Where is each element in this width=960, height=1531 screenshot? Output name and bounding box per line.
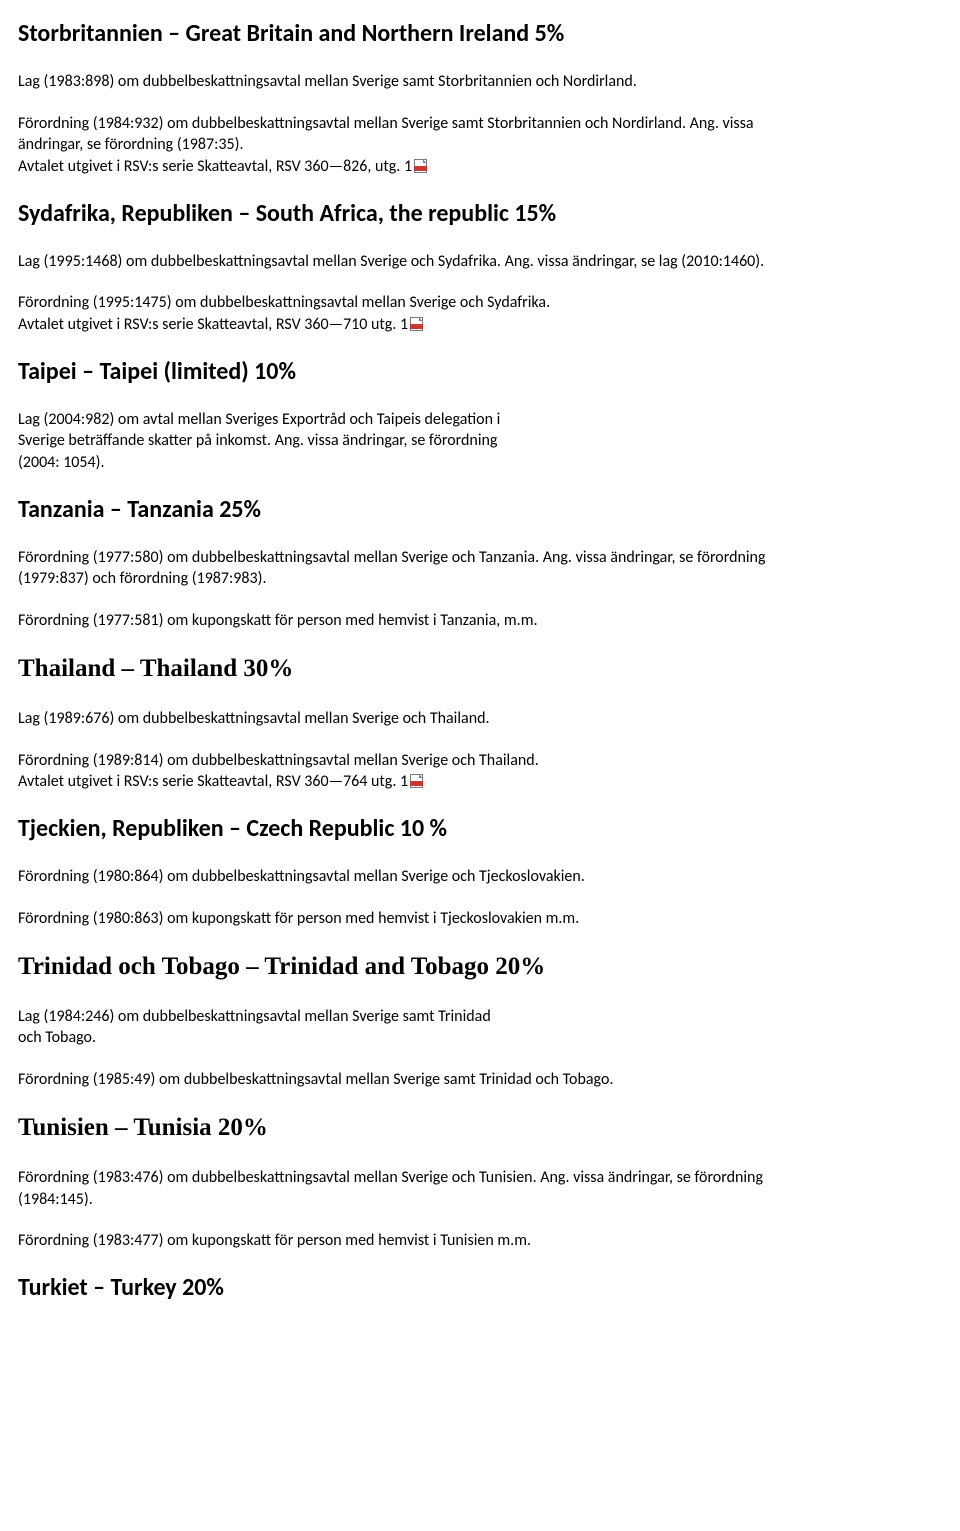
- section-heading-text: Storbritannien – Great Britain and North…: [18, 19, 564, 48]
- paragraph-line: Lag (1983:898) om dubbelbeskattningsavta…: [18, 72, 637, 91]
- paragraph: Förordning (1985:49) om dubbelbeskattnin…: [18, 1069, 960, 1091]
- paragraph: Lag (1989:676) om dubbelbeskattningsavta…: [18, 708, 960, 730]
- pdf-icon: [410, 317, 423, 331]
- section-heading-text: Sydafrika, Republiken – South Africa, th…: [18, 199, 556, 228]
- paragraph: Förordning (1983:476) om dubbelbeskattni…: [18, 1167, 960, 1210]
- section-heading-text: Thailand – Thailand 30%: [18, 655, 293, 682]
- section-heading-text: Tanzania – Tanzania 25%: [18, 495, 261, 524]
- section-heading: Trinidad och Tobago – Trinidad and Tobag…: [18, 951, 960, 984]
- section-heading: Taipei – Taipei (limited) 10%: [18, 356, 960, 387]
- paragraph-line: Förordning (1983:477) om kupongskatt för…: [18, 1231, 531, 1250]
- paragraph-line: och Tobago.: [18, 1028, 96, 1047]
- paragraph: Lag (1983:898) om dubbelbeskattningsavta…: [18, 71, 960, 93]
- section-heading-text: Tunisien – Tunisia 20%: [18, 1114, 268, 1141]
- paragraph: Förordning (1980:864) om dubbelbeskattni…: [18, 866, 960, 888]
- paragraph-line: Förordning (1989:814) om dubbelbeskattni…: [18, 751, 539, 770]
- section-heading: Tjeckien, Republiken – Czech Republic 10…: [18, 813, 960, 844]
- paragraph: Förordning (1984:932) om dubbelbeskattni…: [18, 113, 960, 178]
- paragraph: Förordning (1983:477) om kupongskatt för…: [18, 1230, 960, 1252]
- section-heading: Storbritannien – Great Britain and North…: [18, 18, 960, 49]
- paragraph: Förordning (1980:863) om kupongskatt för…: [18, 908, 960, 930]
- paragraph: Förordning (1977:581) om kupongskatt för…: [18, 610, 960, 632]
- paragraph: Lag (1995:1468) om dubbelbeskattningsavt…: [18, 251, 960, 273]
- paragraph-line: (1984:145).: [18, 1190, 93, 1209]
- paragraph-line: Avtalet utgivet i RSV:s serie Skatteavta…: [18, 315, 408, 334]
- paragraph: Förordning (1977:580) om dubbelbeskattni…: [18, 547, 960, 590]
- paragraph-line: Sverige beträffande skatter på inkomst. …: [18, 431, 497, 450]
- paragraph-line: Lag (1989:676) om dubbelbeskattningsavta…: [18, 709, 490, 728]
- paragraph-line: Avtalet utgivet i RSV:s serie Skatteavta…: [18, 772, 408, 791]
- paragraph-line: Lag (1984:246) om dubbelbeskattningsavta…: [18, 1007, 491, 1026]
- section-heading: Sydafrika, Republiken – South Africa, th…: [18, 198, 960, 229]
- section-heading-text: Trinidad och Tobago – Trinidad and Tobag…: [18, 953, 545, 980]
- section-heading: Thailand – Thailand 30%: [18, 653, 960, 686]
- paragraph: Lag (2004:982) om avtal mellan Sveriges …: [18, 409, 960, 474]
- pdf-icon: [410, 774, 423, 788]
- paragraph: Förordning (1995:1475) om dubbelbeskattn…: [18, 292, 960, 335]
- paragraph-line: Förordning (1985:49) om dubbelbeskattnin…: [18, 1070, 613, 1089]
- paragraph-line: Förordning (1977:580) om dubbelbeskattni…: [18, 548, 765, 567]
- section-heading-text: Turkiet – Turkey 20%: [18, 1273, 224, 1302]
- paragraph-line: Förordning (1977:581) om kupongskatt för…: [18, 611, 538, 630]
- section-heading: Turkiet – Turkey 20%: [18, 1272, 960, 1303]
- paragraph-line: Förordning (1984:932) om dubbelbeskattni…: [18, 114, 754, 133]
- paragraph-line: Avtalet utgivet i RSV:s serie Skatteavta…: [18, 157, 412, 176]
- section-heading: Tanzania – Tanzania 25%: [18, 494, 960, 525]
- paragraph-line: Lag (1995:1468) om dubbelbeskattningsavt…: [18, 252, 764, 271]
- paragraph-line: Lag (2004:982) om avtal mellan Sveriges …: [18, 410, 500, 429]
- paragraph-line: Förordning (1980:863) om kupongskatt för…: [18, 909, 579, 928]
- paragraph: Lag (1984:246) om dubbelbeskattningsavta…: [18, 1006, 960, 1049]
- section-heading-text: Tjeckien, Republiken – Czech Republic 10…: [18, 814, 447, 843]
- paragraph: Förordning (1989:814) om dubbelbeskattni…: [18, 750, 960, 793]
- section-heading: Tunisien – Tunisia 20%: [18, 1112, 960, 1145]
- paragraph-line: Förordning (1983:476) om dubbelbeskattni…: [18, 1168, 763, 1187]
- paragraph-line: (1979:837) och förordning (1987:983).: [18, 569, 267, 588]
- paragraph-line: Förordning (1980:864) om dubbelbeskattni…: [18, 867, 585, 886]
- paragraph-line: ändringar, se förordning (1987:35).: [18, 135, 244, 154]
- pdf-icon: [414, 159, 427, 173]
- paragraph-line: (2004: 1054).: [18, 453, 105, 472]
- document-page: Storbritannien – Great Britain and North…: [0, 0, 960, 1343]
- paragraph-line: Förordning (1995:1475) om dubbelbeskattn…: [18, 293, 550, 312]
- section-heading-text: Taipei – Taipei (limited) 10%: [18, 357, 296, 386]
